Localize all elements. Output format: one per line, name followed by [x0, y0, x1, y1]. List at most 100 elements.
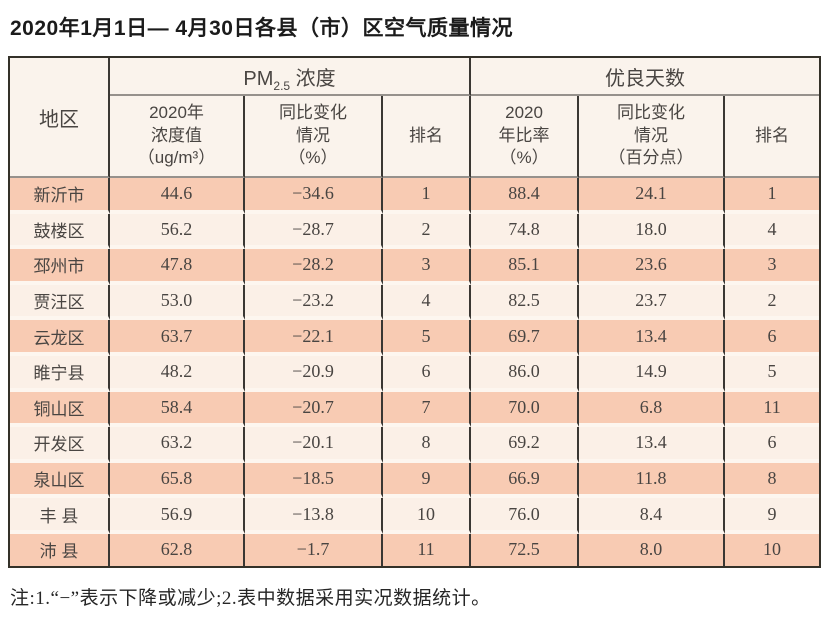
pm-rank-cell: 5 — [383, 320, 472, 356]
days-rate-cell: 69.7 — [471, 320, 580, 356]
days-rank-cell: 8 — [725, 462, 820, 499]
pm-value-cell: 48.2 — [110, 355, 245, 392]
days-change-cell: 6.8 — [579, 391, 726, 428]
days-rate-cell: 82.5 — [471, 284, 580, 321]
pm-value-cell: 44.6 — [110, 178, 245, 214]
days-change-cell: 23.6 — [579, 249, 726, 285]
air-quality-table: 地区 PM2.5 浓度 优良天数 2020年 浓度值 （ug/m³） 同比变化 … — [8, 56, 822, 568]
pm-value-cell: 62.8 — [110, 533, 245, 566]
days-change-cell: 13.4 — [579, 320, 726, 356]
pm-change-cell: −22.1 — [245, 320, 383, 356]
header-group-good-days: 优良天数 — [471, 58, 820, 96]
region-cell: 邳州市 — [10, 249, 110, 285]
table-row: 邳州市 47.8 −28.2 3 85.1 23.6 3 — [10, 249, 820, 285]
table-body: 新沂市 44.6 −34.6 1 88.4 24.1 1 鼓楼区 56.2 −2… — [10, 178, 820, 566]
region-cell: 开发区 — [10, 427, 110, 463]
pm-value-cell: 65.8 — [110, 462, 245, 499]
region-cell: 新沂市 — [10, 178, 110, 214]
pm-change-cell: −13.8 — [245, 498, 383, 534]
days-rank-cell: 4 — [725, 213, 820, 250]
header-group-pm25: PM2.5 浓度 — [110, 58, 472, 96]
table-row: 开发区 63.2 −20.1 8 69.2 13.4 6 — [10, 427, 820, 463]
pm-change-cell: −20.7 — [245, 391, 383, 428]
pm-rank-cell: 9 — [383, 462, 472, 499]
days-rate-cell: 66.9 — [471, 462, 580, 499]
pm-value-cell: 63.7 — [110, 320, 245, 356]
table-row: 鼓楼区 56.2 −28.7 2 74.8 18.0 4 — [10, 213, 820, 250]
days-rate-cell: 70.0 — [471, 391, 580, 428]
pm-value-cell: 63.2 — [110, 427, 245, 463]
days-rank-cell: 6 — [725, 427, 820, 463]
table-row: 云龙区 63.7 −22.1 5 69.7 13.4 6 — [10, 320, 820, 356]
pm-value-cell: 58.4 — [110, 391, 245, 428]
pm-rank-cell: 4 — [383, 284, 472, 321]
days-rank-cell: 5 — [725, 355, 820, 392]
pm-change-cell: −1.7 — [245, 533, 383, 566]
region-cell: 贾汪区 — [10, 284, 110, 321]
table-row: 沛 县 62.8 −1.7 11 72.5 8.0 10 — [10, 533, 820, 566]
region-cell: 沛 县 — [10, 533, 110, 566]
pm-change-cell: −20.1 — [245, 427, 383, 463]
days-rank-cell: 2 — [725, 284, 820, 321]
table-row: 泉山区 65.8 −18.5 9 66.9 11.8 8 — [10, 462, 820, 499]
table-row: 新沂市 44.6 −34.6 1 88.4 24.1 1 — [10, 178, 820, 214]
pm-rank-cell: 6 — [383, 355, 472, 392]
days-change-cell: 11.8 — [579, 462, 726, 499]
region-cell: 云龙区 — [10, 320, 110, 356]
region-cell: 丰 县 — [10, 498, 110, 534]
pm-rank-cell: 2 — [383, 213, 472, 250]
pm-rank-cell: 1 — [383, 178, 472, 214]
page-title: 2020年1月1日— 4月30日各县（市）区空气质量情况 — [10, 17, 513, 40]
days-rank-cell: 11 — [725, 391, 820, 428]
pm-rank-cell: 8 — [383, 427, 472, 463]
days-change-cell: 8.0 — [579, 533, 726, 566]
pm-change-cell: −34.6 — [245, 178, 383, 214]
days-rank-cell: 6 — [725, 320, 820, 356]
region-cell: 睢宁县 — [10, 355, 110, 392]
header-days-rank: 排名 — [725, 96, 820, 178]
days-rank-cell: 3 — [725, 249, 820, 285]
header-days-change: 同比变化 情况 （百分点） — [579, 96, 726, 178]
header-region: 地区 — [10, 58, 110, 178]
pm-value-cell: 56.2 — [110, 213, 245, 250]
pm-value-cell: 47.8 — [110, 249, 245, 285]
group-header-row: 地区 PM2.5 浓度 优良天数 — [10, 58, 820, 178]
pm-rank-cell: 3 — [383, 249, 472, 285]
days-change-cell: 18.0 — [579, 213, 726, 250]
days-rate-cell: 86.0 — [471, 355, 580, 392]
pm-rank-cell: 10 — [383, 498, 472, 534]
sub-header-row: 2020年 浓度值 （ug/m³） 同比变化 情况 （%） 排名 2020 年比… — [10, 96, 820, 178]
pm-change-cell: −28.2 — [245, 249, 383, 285]
days-rate-cell: 88.4 — [471, 178, 580, 214]
table-row: 贾汪区 53.0 −23.2 4 82.5 23.7 2 — [10, 284, 820, 321]
header-days-rate: 2020 年比率 （%） — [471, 96, 580, 178]
days-change-cell: 23.7 — [579, 284, 726, 321]
pm-value-cell: 56.9 — [110, 498, 245, 534]
days-change-cell: 24.1 — [579, 178, 726, 214]
days-rank-cell: 10 — [725, 533, 820, 566]
days-rate-cell: 69.2 — [471, 427, 580, 463]
days-change-cell: 13.4 — [579, 427, 726, 463]
days-rate-cell: 85.1 — [471, 249, 580, 285]
region-cell: 泉山区 — [10, 462, 110, 499]
table-row: 睢宁县 48.2 −20.9 6 86.0 14.9 5 — [10, 355, 820, 392]
footnote: 注:1.“−”表示下降或减少;2.表中数据采用实况数据统计。 — [10, 587, 491, 609]
days-rate-cell: 72.5 — [471, 533, 580, 566]
pm-label-prefix: PM — [243, 67, 274, 90]
pm-change-cell: −23.2 — [245, 284, 383, 321]
table-header: 地区 PM2.5 浓度 优良天数 2020年 浓度值 （ug/m³） 同比变化 … — [10, 58, 820, 178]
header-pm-rank: 排名 — [383, 96, 472, 178]
days-rank-cell: 1 — [725, 178, 820, 214]
days-rank-cell: 9 — [725, 498, 820, 534]
pm-value-cell: 53.0 — [110, 284, 245, 321]
days-change-cell: 14.9 — [579, 355, 726, 392]
pm-change-cell: −28.7 — [245, 213, 383, 250]
days-rate-cell: 74.8 — [471, 213, 580, 250]
days-change-cell: 8.4 — [579, 498, 726, 534]
pm-label-suffix: 浓度 — [290, 67, 336, 90]
pm-rank-cell: 11 — [383, 533, 472, 566]
pm-change-cell: −18.5 — [245, 462, 383, 499]
pm-change-cell: −20.9 — [245, 355, 383, 392]
header-pm-value: 2020年 浓度值 （ug/m³） — [110, 96, 245, 178]
